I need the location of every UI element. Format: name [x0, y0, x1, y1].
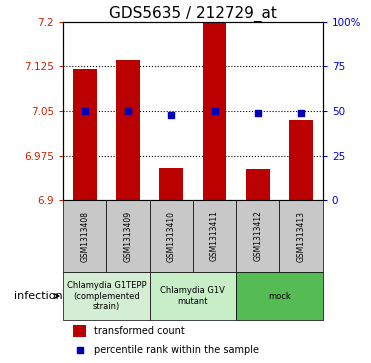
Point: [77, 347, 83, 352]
Text: GSM1313413: GSM1313413: [297, 211, 306, 261]
Bar: [106, 200, 150, 272]
Point: [168, 112, 174, 118]
Text: Chlamydia G1TEPP
(complemented
strain): Chlamydia G1TEPP (complemented strain): [66, 281, 146, 311]
Bar: [236, 272, 323, 321]
Point: [298, 110, 304, 116]
Bar: [73, 325, 86, 337]
Bar: [279, 200, 323, 272]
Bar: [150, 200, 193, 272]
Text: GSM1313411: GSM1313411: [210, 211, 219, 261]
Text: GSM1313410: GSM1313410: [167, 211, 176, 261]
Text: Chlamydia G1V
mutant: Chlamydia G1V mutant: [161, 286, 225, 306]
Point: [82, 108, 88, 114]
Bar: [203, 22, 226, 200]
Bar: [73, 69, 96, 200]
Bar: [289, 120, 313, 200]
Title: GDS5635 / 212729_at: GDS5635 / 212729_at: [109, 5, 277, 22]
Point: [125, 108, 131, 114]
Bar: [160, 168, 183, 200]
Text: percentile rank within the sample: percentile rank within the sample: [94, 344, 259, 355]
Bar: [236, 200, 279, 272]
Bar: [246, 170, 270, 200]
Point: [255, 110, 261, 116]
Text: mock: mock: [268, 291, 291, 301]
Point: [211, 108, 217, 114]
Bar: [63, 272, 150, 321]
Bar: [150, 272, 236, 321]
Bar: [116, 61, 140, 200]
Bar: [193, 200, 236, 272]
Text: transformed count: transformed count: [94, 326, 185, 336]
Text: GSM1313409: GSM1313409: [124, 211, 132, 262]
Text: GSM1313408: GSM1313408: [80, 211, 89, 261]
Bar: [63, 200, 106, 272]
Text: infection: infection: [14, 291, 62, 301]
Text: GSM1313412: GSM1313412: [253, 211, 262, 261]
